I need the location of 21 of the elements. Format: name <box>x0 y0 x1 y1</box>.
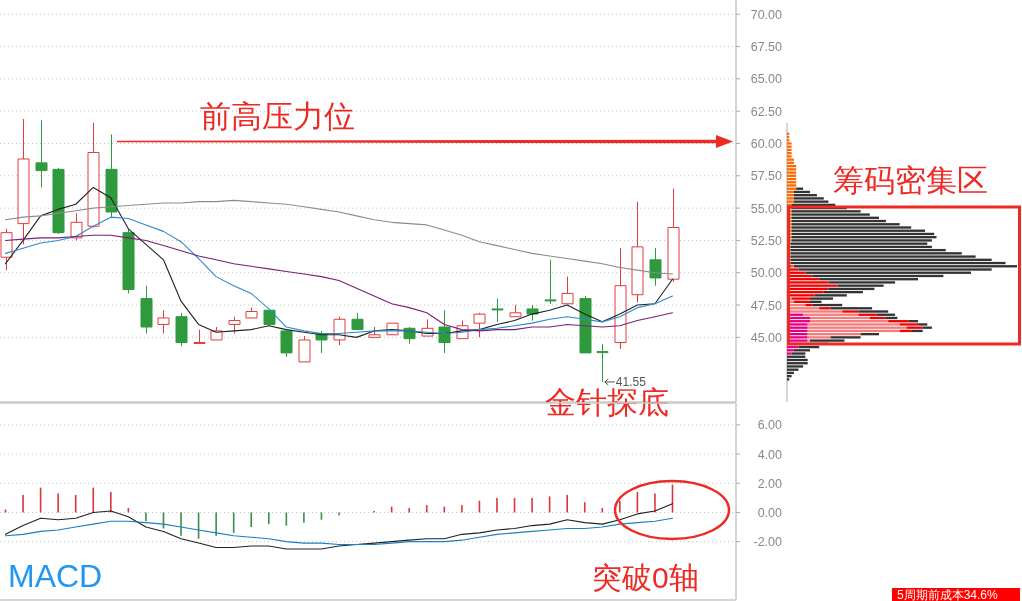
annotation: 筹码密集区 <box>833 163 988 198</box>
y-tick-label: 70.00 <box>750 7 783 22</box>
y-tick-label: 50.00 <box>750 266 783 281</box>
y-tick-label: 2.00 <box>757 476 783 491</box>
y-tick-label: 4.00 <box>757 447 783 462</box>
y-tick-label: 67.50 <box>750 40 783 55</box>
y-tick-label: 6.00 <box>757 418 783 433</box>
y-tick-label: 65.00 <box>750 72 783 87</box>
y-tick-label: 0.00 <box>757 505 783 520</box>
y-tick-label: 55.00 <box>750 201 783 216</box>
y-tick-label: 47.50 <box>750 298 783 313</box>
y-tick-label: 57.50 <box>750 169 783 184</box>
text: 5周期前成本34.6% <box>897 587 999 601</box>
y-tick-label: 45.00 <box>750 330 783 345</box>
y-tick-label: 60.00 <box>750 136 783 151</box>
annotation: 突破0轴 <box>592 561 699 594</box>
y-tick-label: 52.50 <box>750 233 783 248</box>
text: MACD <box>8 558 103 594</box>
y-tick-label: -2.00 <box>753 535 783 550</box>
annotation: 前高压力位 <box>200 99 355 134</box>
y-tick-label: 62.50 <box>750 104 783 119</box>
